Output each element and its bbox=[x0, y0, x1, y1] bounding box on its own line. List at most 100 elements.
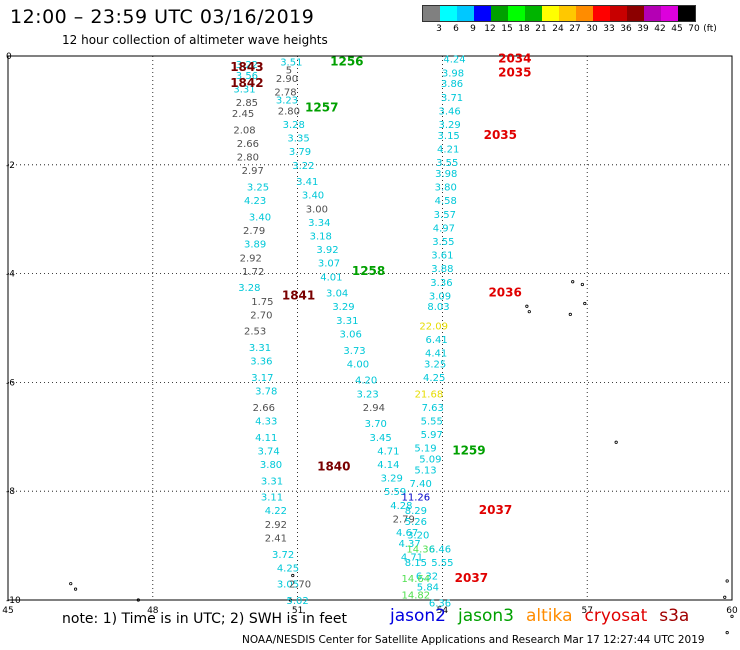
color-scale-label: 39 bbox=[637, 24, 649, 34]
pass-time-label: 1842 bbox=[230, 76, 263, 90]
pass-time-label: 2034 bbox=[498, 52, 531, 66]
swh-value: 3.18 bbox=[310, 232, 332, 243]
satellite-legend-item: altika bbox=[526, 606, 573, 626]
color-scale-swatch bbox=[593, 6, 610, 21]
color-scale-bar bbox=[422, 5, 696, 22]
swh-value: 4.41 bbox=[425, 348, 447, 359]
color-scale-label: 15 bbox=[501, 24, 513, 34]
swh-value: 4.97 bbox=[433, 223, 455, 234]
color-scale-legend: 3 6 9 12 15 18 21 24 27 30 33 36 39 42 45 70 (ft) bbox=[422, 5, 717, 36]
swh-value: 5.97 bbox=[421, 430, 443, 441]
color-scale-swatch bbox=[457, 6, 474, 21]
pass-time-label: 2036 bbox=[488, 286, 521, 300]
swh-value: 2.79 bbox=[243, 226, 265, 237]
swh-value: 2.92 bbox=[265, 520, 287, 531]
swh-value: 3.35 bbox=[287, 134, 309, 145]
swh-value: 4.71 bbox=[401, 552, 423, 563]
swh-value: 3.28 bbox=[283, 120, 305, 131]
swh-value: 4.23 bbox=[244, 196, 266, 207]
swh-value: 2.92 bbox=[240, 253, 262, 264]
swh-value: 5.19 bbox=[414, 444, 436, 455]
swh-value: 8.29 bbox=[405, 506, 427, 517]
swh-value: 14.64 bbox=[402, 574, 431, 585]
swh-value: 3.79 bbox=[289, 147, 311, 158]
swh-value: 3.46 bbox=[439, 106, 461, 117]
swh-value: 3.36 bbox=[430, 278, 452, 289]
swh-value: 3.92 bbox=[316, 245, 338, 256]
lon-tick-label: 45 bbox=[2, 606, 13, 616]
color-scale-swatch bbox=[474, 6, 491, 21]
swh-value: 3.51 bbox=[280, 57, 302, 68]
color-scale-label: 70 bbox=[688, 24, 700, 34]
credit-line: NOAA/NESDIS Center for Satellite Applica… bbox=[242, 634, 705, 646]
swh-value: 3.86 bbox=[441, 79, 463, 90]
lon-tick-label: 60 bbox=[726, 606, 738, 616]
swh-value: 6.41 bbox=[425, 335, 447, 346]
swh-value: 3.73 bbox=[343, 346, 365, 357]
color-scale-label: 12 bbox=[484, 24, 496, 34]
color-scale-swatch bbox=[627, 6, 644, 21]
lon-tick-label: 48 bbox=[147, 606, 159, 616]
swh-value: 3.00 bbox=[306, 204, 328, 215]
swh-value: 3.56 bbox=[236, 71, 258, 82]
color-scale-swatch bbox=[508, 6, 525, 21]
swh-value: 5.59 bbox=[384, 487, 406, 498]
swh-value: 4.37 bbox=[398, 539, 420, 550]
swh-value: 5.84 bbox=[417, 582, 439, 593]
swh-value: 3.80 bbox=[260, 460, 282, 471]
swh-value: 22.09 bbox=[419, 321, 448, 332]
swh-value: 4.33 bbox=[255, 416, 277, 427]
swh-value: 21.68 bbox=[415, 389, 444, 400]
swh-value: 3.23 bbox=[356, 389, 378, 400]
swh-value: 2.85 bbox=[236, 98, 258, 109]
swh-value: 4.58 bbox=[435, 196, 457, 207]
swh-value: 3.15 bbox=[438, 131, 460, 142]
swh-value: 4.25 bbox=[277, 563, 299, 574]
color-scale-swatch bbox=[576, 6, 593, 21]
swh-value: 3.25 bbox=[424, 359, 446, 370]
color-scale-unit: (ft) bbox=[703, 24, 717, 34]
satellite-legend-item: jason3 bbox=[458, 606, 514, 626]
color-scale-label: 3 bbox=[436, 24, 442, 34]
units-note: note: 1) Time is in UTC; 2) SWH is in fe… bbox=[62, 611, 348, 627]
swh-value: 3.78 bbox=[255, 387, 277, 398]
pass-time-label: 2037 bbox=[455, 571, 488, 585]
color-scale-label: 9 bbox=[470, 24, 476, 34]
swh-value: 4.01 bbox=[320, 272, 342, 283]
swh-value: 2.80 bbox=[237, 153, 259, 164]
swh-value: 4.71 bbox=[377, 446, 399, 457]
swh-value: 2.08 bbox=[233, 125, 255, 136]
swh-value: 3.71 bbox=[441, 93, 463, 104]
color-scale-label: 6 bbox=[453, 24, 459, 34]
swh-value: 2.78 bbox=[274, 87, 296, 98]
lat-tick-label: -6 bbox=[6, 378, 15, 388]
swh-value: 3.31 bbox=[336, 316, 358, 327]
swh-value: 2.53 bbox=[244, 327, 266, 338]
island-outline bbox=[527, 310, 531, 314]
pass-time-label: 1259 bbox=[452, 443, 485, 457]
swh-value: 4.28 bbox=[390, 501, 412, 512]
satellite-legend-item: s3a bbox=[659, 606, 690, 626]
island-outline bbox=[614, 440, 618, 444]
island-outline bbox=[291, 573, 295, 578]
swh-value: 4.25 bbox=[423, 373, 445, 384]
color-scale-label: 18 bbox=[518, 24, 530, 34]
map-frame bbox=[7, 55, 733, 601]
pass-time-label: 1257 bbox=[305, 101, 338, 115]
swh-value: 3.20 bbox=[407, 531, 429, 542]
swh-value: 3.74 bbox=[258, 446, 280, 457]
swh-value: 3.41 bbox=[296, 177, 318, 188]
lat-tick-label: -2 bbox=[6, 161, 15, 171]
swh-value: 3.28 bbox=[238, 283, 260, 294]
swh-value: 4.24 bbox=[443, 55, 465, 66]
swh-value: 5.55 bbox=[421, 416, 443, 427]
lon-tick-label: 54 bbox=[437, 606, 449, 616]
satellite-legend-item: cryosat bbox=[584, 606, 648, 626]
color-scale-label: 42 bbox=[654, 24, 666, 34]
swh-value: 3.31 bbox=[261, 476, 283, 487]
pass-time-label: 1840 bbox=[317, 460, 350, 474]
swh-value: 5 bbox=[286, 66, 292, 77]
color-scale-label: 30 bbox=[586, 24, 598, 34]
swh-value: 4.67 bbox=[396, 528, 418, 539]
